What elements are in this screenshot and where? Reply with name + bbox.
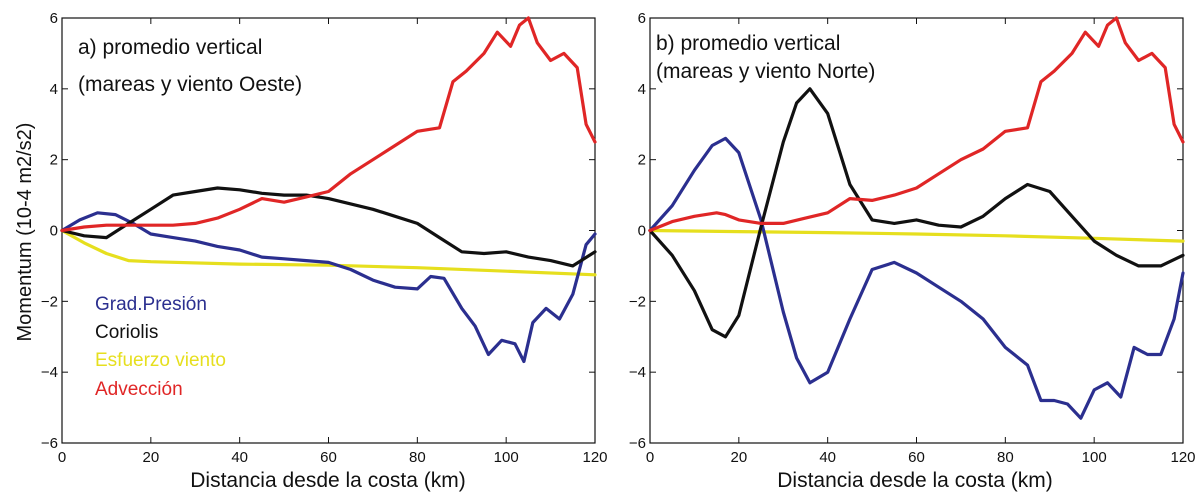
x-tick-label: 100 bbox=[1082, 449, 1107, 466]
y-tick-label: 6 bbox=[638, 10, 646, 27]
y-tick-label: −6 bbox=[41, 435, 58, 452]
x-tick-label: 40 bbox=[819, 449, 836, 466]
x-axis-label: Distancia desde la costa (km) bbox=[777, 469, 1052, 492]
series-line-adveccion bbox=[648, 16, 1185, 233]
panel-b: 0 20 40 60 80 100 120 −6 −4 −2 0 2 4 6 b) promedio ve… bbox=[629, 10, 1196, 492]
y-tick-label: 6 bbox=[50, 10, 58, 27]
tick-group: 0 20 40 60 80 100 120 −6 −4 −2 0 2 4 6 bbox=[629, 10, 1196, 466]
x-axis-label: Distancia desde la costa (km) bbox=[190, 469, 465, 492]
series-group bbox=[60, 16, 597, 364]
panel-a: 0 20 40 60 80 100 120 −6 −4 −2 0 2 4 6 a) promedio ve… bbox=[41, 10, 608, 492]
series-line-grad-presion bbox=[60, 211, 597, 364]
series-line-grad-presion bbox=[648, 136, 1185, 420]
x-tick-label: 20 bbox=[142, 449, 159, 466]
x-tick-label: 0 bbox=[58, 449, 66, 466]
x-tick-label: 100 bbox=[494, 449, 519, 466]
x-tick-label: 80 bbox=[409, 449, 426, 466]
series-group bbox=[648, 16, 1185, 420]
y-tick-label: −2 bbox=[41, 293, 58, 310]
x-tick-label: 60 bbox=[320, 449, 337, 466]
tick-group: 0 20 40 60 80 100 120 −6 −4 −2 0 2 4 6 bbox=[41, 10, 608, 466]
y-tick-label: 4 bbox=[638, 81, 646, 98]
y-tick-label: −4 bbox=[629, 364, 646, 381]
x-tick-label: 0 bbox=[646, 449, 654, 466]
y-tick-label: 2 bbox=[50, 152, 58, 169]
x-tick-label: 80 bbox=[997, 449, 1014, 466]
y-tick-label: 4 bbox=[50, 81, 58, 98]
legend-item-adveccion: Advección bbox=[95, 379, 183, 400]
x-tick-label: 20 bbox=[730, 449, 747, 466]
legend: Grad.Presión Coriolis Esfuerzo viento Ad… bbox=[95, 294, 226, 400]
series-line-esfuerzo-viento bbox=[60, 228, 597, 277]
panel-title-line1: b) promedio vertical bbox=[656, 32, 840, 55]
y-tick-label: −2 bbox=[629, 293, 646, 310]
y-tick-label: −6 bbox=[629, 435, 646, 452]
y-tick-label: −4 bbox=[41, 364, 58, 381]
y-tick-label: 0 bbox=[50, 223, 58, 240]
x-tick-label: 120 bbox=[582, 449, 607, 466]
panel-title-line2: (mareas y viento Norte) bbox=[656, 60, 875, 83]
series-line-esfuerzo-viento bbox=[648, 228, 1185, 243]
x-tick-label: 40 bbox=[231, 449, 248, 466]
legend-item-coriolis: Coriolis bbox=[95, 322, 158, 343]
y-tick-label: 0 bbox=[638, 223, 646, 240]
panel-title-line2: (mareas y viento Oeste) bbox=[78, 73, 302, 96]
y-axis-label: Momentum (10-4 m2/s2) bbox=[14, 123, 36, 342]
x-tick-label: 60 bbox=[908, 449, 925, 466]
series-line-coriolis bbox=[60, 186, 597, 268]
x-tick-label: 120 bbox=[1170, 449, 1195, 466]
panel-title-line1: a) promedio vertical bbox=[78, 36, 262, 59]
y-tick-label: 2 bbox=[638, 152, 646, 169]
series-line-coriolis bbox=[648, 87, 1185, 339]
legend-item-grad-presion: Grad.Presión bbox=[95, 294, 207, 315]
series-line-adveccion bbox=[60, 16, 597, 233]
legend-item-esfuerzo-viento: Esfuerzo viento bbox=[95, 350, 226, 371]
